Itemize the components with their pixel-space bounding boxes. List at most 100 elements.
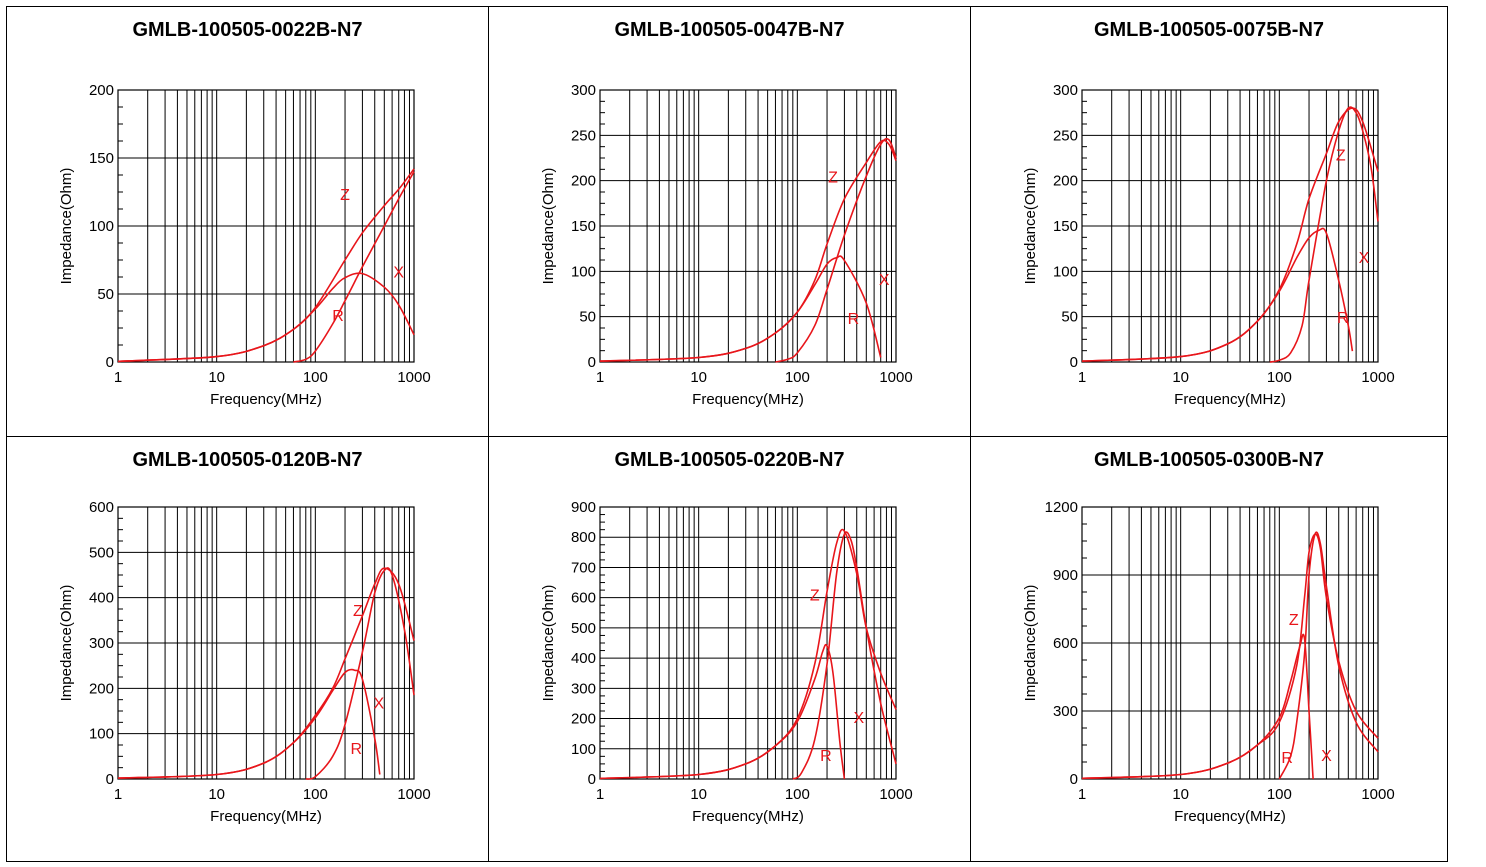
impedance-chart: GMLB-100505-0120B-N7 0 100 200 300 400 500 600 1… <box>58 449 431 825</box>
x-axis-label: Frequency(MHz) <box>692 391 804 408</box>
curve-label-x: X <box>853 710 864 727</box>
x-tick-label: 1 <box>1078 369 1086 386</box>
plot-frame <box>1081 89 1379 363</box>
x-tick-label: 1000 <box>397 369 430 386</box>
x-tick-label: 100 <box>785 786 810 803</box>
x-tick-label: 1 <box>114 786 122 803</box>
impedance-chart: GMLB-100505-0220B-N7 0 100 200 300 400 500 600 7… <box>540 449 913 825</box>
y-tick-label: 300 <box>571 82 596 99</box>
y-tick-label: 250 <box>1053 127 1078 144</box>
y-tick-label: 600 <box>89 499 114 516</box>
x-axis-label: Frequency(MHz) <box>1174 808 1286 825</box>
curve-label-x: X <box>393 265 404 282</box>
x-tick-label: 100 <box>1267 369 1292 386</box>
x-tick-label: 100 <box>303 786 328 803</box>
y-tick-label: 250 <box>571 127 596 144</box>
impedance-chart: GMLB-100505-0022B-N7 0 50 100 150 200 1 10 100 10… <box>58 19 431 408</box>
y-tick-label: 900 <box>571 499 596 516</box>
y-tick-label: 800 <box>571 529 596 546</box>
curve-label-z: Z <box>340 187 350 204</box>
plot-frame <box>599 506 897 780</box>
y-tick-label: 600 <box>571 590 596 607</box>
x-tick-label: 1 <box>114 369 122 386</box>
series-line-r <box>305 567 415 780</box>
x-tick-label: 1000 <box>1361 369 1394 386</box>
curve-label-z: Z <box>1289 612 1299 629</box>
curve-label-r: R <box>350 741 362 758</box>
x-axis-label: Frequency(MHz) <box>210 391 322 408</box>
chart-title: GMLB-100505-0120B-N7 <box>132 449 362 471</box>
y-tick-label: 200 <box>89 680 114 697</box>
series-line-z <box>599 139 897 362</box>
plot-frame <box>117 506 415 780</box>
x-tick-label: 100 <box>1267 786 1292 803</box>
series-line-r <box>792 531 897 780</box>
curve-label-z: Z <box>1336 148 1346 165</box>
y-axis-label: Impedance(Ohm) <box>1022 168 1039 285</box>
y-tick-label: 500 <box>89 544 114 561</box>
y-tick-label: 0 <box>1070 771 1078 788</box>
impedance-chart: GMLB-100505-0075B-N7 0 50 100 150 200 250 300 1 1… <box>1022 19 1395 408</box>
series-line-x <box>599 643 846 780</box>
curve-label-z: Z <box>828 169 838 186</box>
x-tick-label: 1 <box>596 369 604 386</box>
x-tick-label: 10 <box>690 786 707 803</box>
x-tick-label: 10 <box>1172 369 1189 386</box>
x-tick-label: 10 <box>208 786 225 803</box>
plot-frame <box>599 89 897 363</box>
y-tick-label: 100 <box>89 726 114 743</box>
y-tick-label: 50 <box>579 309 596 326</box>
series-line-r <box>293 171 415 363</box>
chart-grid: GMLB-100505-0022B-N7 0 50 100 150 200 1 10 100 10… <box>6 6 1448 862</box>
plot-frame <box>117 89 415 363</box>
curve-label-r: R <box>848 311 860 328</box>
series-line-z <box>117 567 415 779</box>
series-line-r <box>1269 106 1379 363</box>
y-tick-label: 900 <box>1053 567 1078 584</box>
x-tick-label: 1 <box>1078 786 1086 803</box>
chart-panel-1: GMLB-100505-0022B-N7 0 50 100 150 200 1 10 100 10… <box>7 7 489 437</box>
y-tick-label: 100 <box>571 741 596 758</box>
y-axis-label: Impedance(Ohm) <box>1022 585 1039 702</box>
curve-label-r: R <box>820 748 832 765</box>
y-tick-label: 600 <box>1053 635 1078 652</box>
y-tick-label: 400 <box>571 650 596 667</box>
series-line-x <box>1081 227 1354 362</box>
y-tick-label: 300 <box>89 635 114 652</box>
x-tick-label: 1 <box>596 786 604 803</box>
chart-panel-3: GMLB-100505-0075B-N7 0 50 100 150 200 250 300 1 1… <box>971 7 1447 437</box>
plot-frame <box>1081 506 1379 780</box>
y-tick-label: 0 <box>1070 354 1078 371</box>
series-line-r <box>1278 531 1379 780</box>
x-tick-label: 100 <box>785 369 810 386</box>
x-tick-label: 1000 <box>879 369 912 386</box>
x-tick-label: 100 <box>303 369 328 386</box>
y-tick-label: 150 <box>89 150 114 167</box>
y-tick-label: 300 <box>1053 82 1078 99</box>
curve-label-r: R <box>332 308 344 325</box>
x-tick-label: 1000 <box>397 786 430 803</box>
y-tick-label: 200 <box>1053 173 1078 190</box>
y-tick-label: 1200 <box>1045 499 1078 516</box>
x-tick-label: 10 <box>1172 786 1189 803</box>
y-tick-label: 100 <box>571 263 596 280</box>
x-tick-label: 10 <box>690 369 707 386</box>
y-tick-label: 300 <box>571 680 596 697</box>
impedance-chart: GMLB-100505-0300B-N7 0 300 600 900 1200 1 10 100… <box>1022 449 1395 825</box>
chart-panel-6: GMLB-100505-0300B-N7 0 300 600 900 1200 1 10 100… <box>971 437 1447 861</box>
y-tick-label: 300 <box>1053 703 1078 720</box>
series-line-z <box>117 168 415 363</box>
y-tick-label: 200 <box>89 82 114 99</box>
y-tick-label: 150 <box>1053 218 1078 235</box>
curve-label-x: X <box>1321 748 1332 765</box>
curve-label-x: X <box>879 272 890 289</box>
y-tick-label: 200 <box>571 711 596 728</box>
y-axis-label: Impedance(Ohm) <box>58 168 75 285</box>
curve-label-x: X <box>373 696 384 713</box>
x-axis-label: Frequency(MHz) <box>210 808 322 825</box>
y-tick-label: 150 <box>571 218 596 235</box>
y-tick-label: 50 <box>97 286 114 303</box>
series-line-x <box>117 668 381 779</box>
series-line-r <box>775 137 897 363</box>
chart-title: GMLB-100505-0075B-N7 <box>1094 19 1324 41</box>
